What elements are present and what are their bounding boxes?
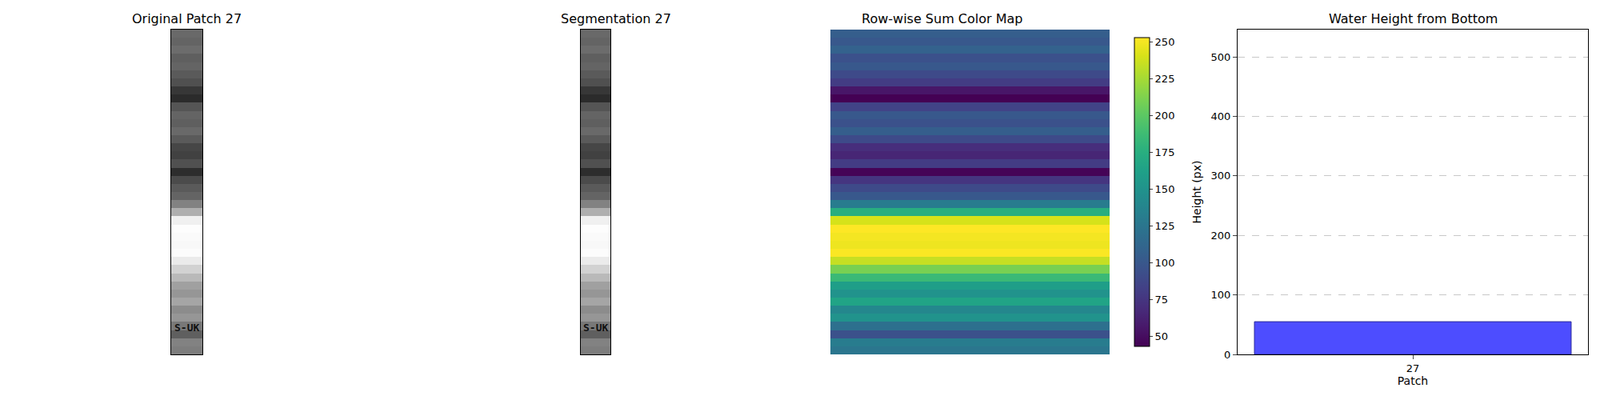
svg-text:Segmentation 27: Segmentation 27 <box>560 11 672 27</box>
svg-text:400: 400 <box>1211 110 1232 123</box>
svg-text:0: 0 <box>1224 348 1231 361</box>
svg-text:S-UK: S-UK <box>174 321 200 334</box>
svg-text:100: 100 <box>1211 288 1232 301</box>
svg-text:75: 75 <box>1155 293 1169 306</box>
svg-text:225: 225 <box>1155 72 1176 85</box>
svg-text:Original Patch 27: Original Patch 27 <box>132 11 242 27</box>
svg-text:175: 175 <box>1155 146 1176 159</box>
svg-text:27: 27 <box>1406 362 1420 375</box>
svg-text:100: 100 <box>1155 256 1176 269</box>
svg-text:500: 500 <box>1211 51 1232 64</box>
svg-text:Height (px): Height (px) <box>1190 160 1204 224</box>
svg-text:S-UK: S-UK <box>583 321 608 334</box>
svg-text:Water Height from Bottom: Water Height from Bottom <box>1328 11 1498 27</box>
svg-text:250: 250 <box>1155 36 1176 48</box>
svg-text:Patch: Patch <box>1397 374 1428 388</box>
svg-text:125: 125 <box>1155 220 1176 232</box>
svg-text:200: 200 <box>1155 109 1176 122</box>
svg-text:300: 300 <box>1211 169 1232 182</box>
svg-text:200: 200 <box>1211 229 1232 242</box>
svg-text:150: 150 <box>1155 183 1176 196</box>
svg-text:Row-wise Sum Color Map: Row-wise Sum Color Map <box>861 11 1023 27</box>
svg-text:50: 50 <box>1155 330 1169 343</box>
